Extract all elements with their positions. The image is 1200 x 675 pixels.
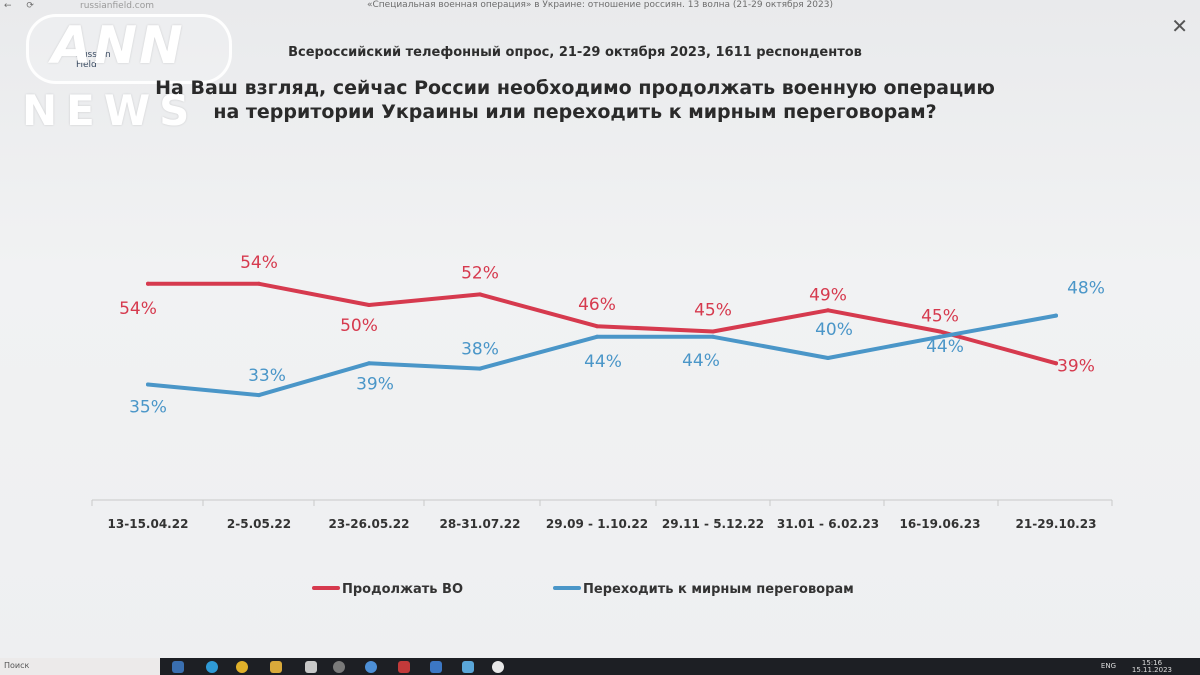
data-label: 44% — [926, 337, 964, 357]
data-point — [826, 308, 830, 313]
data-point — [595, 324, 599, 329]
settings-icon[interactable] — [333, 661, 345, 673]
app-icon[interactable] — [305, 661, 317, 673]
data-point — [146, 281, 150, 286]
data-label: 44% — [682, 351, 720, 371]
yandex-browser-icon[interactable] — [492, 661, 504, 673]
data-label: 40% — [815, 320, 853, 340]
ann-news-watermark: Russian Field ANN NEWS — [18, 14, 232, 135]
data-point — [1054, 361, 1058, 366]
data-label: 52% — [461, 263, 499, 283]
system-clock[interactable]: 15:16 15.11.2023 — [1132, 660, 1172, 674]
x-tick-label: 2-5.05.22 — [227, 517, 291, 531]
ann-logo-text: ANN — [51, 16, 185, 76]
data-point — [595, 334, 599, 339]
video-app-icon[interactable] — [398, 661, 410, 673]
data-point — [257, 393, 261, 398]
data-point — [1054, 313, 1058, 318]
clock-time: 15:16 — [1141, 659, 1163, 667]
data-label: 49% — [809, 285, 847, 305]
browser-toolbar: ← ⟳ russianfield.com «Специальная военна… — [0, 0, 1200, 14]
x-tick-label: 16-19.06.23 — [900, 517, 981, 531]
survey-subtitle: Всероссийский телефонный опрос, 21-29 ок… — [288, 45, 862, 60]
x-tick-label: 28-31.07.22 — [440, 517, 521, 531]
explorer-folder-icon[interactable] — [270, 661, 282, 673]
taskbar: Поиск ENG 15:16 15.11.2023 — [0, 658, 1200, 675]
app-blue-icon[interactable] — [365, 661, 377, 673]
data-point — [478, 366, 482, 371]
question-line-1: На Ваш взгляд, сейчас России необходимо … — [155, 77, 995, 99]
data-label: 44% — [584, 352, 622, 372]
data-label: 38% — [461, 340, 499, 360]
data-point — [257, 281, 261, 286]
close-icon[interactable]: ✕ — [1171, 14, 1188, 38]
document-title: «Специальная военная операция» в Украине… — [367, 0, 833, 10]
x-tick-label: 21-29.10.23 — [1016, 517, 1097, 531]
x-tick-label: 29.09 - 1.10.22 — [546, 517, 648, 531]
data-point — [826, 356, 830, 360]
taskbar-search[interactable]: Поиск — [0, 658, 160, 675]
keyboard-language[interactable]: ENG — [1100, 662, 1116, 670]
data-label: 45% — [694, 301, 732, 321]
office-app-icon[interactable] — [430, 661, 442, 673]
legend-label: Продолжать ВО — [342, 582, 463, 597]
legend-label: Переходить к мирным переговорам — [583, 582, 854, 597]
russian-field-logo-text: Russian Field — [76, 50, 111, 70]
data-label: 48% — [1067, 279, 1105, 299]
data-label: 33% — [248, 366, 286, 386]
russian-field-logo: Russian Field — [76, 50, 111, 70]
data-label: 45% — [921, 307, 959, 327]
address-bar[interactable]: russianfield.com — [80, 1, 155, 11]
x-tick-label: 23-26.05.22 — [329, 517, 410, 531]
windows-start-icon[interactable] — [172, 661, 184, 673]
question-line-2: на территории Украины или переходить к м… — [213, 101, 937, 123]
data-point — [478, 292, 482, 297]
data-label: 39% — [1057, 356, 1095, 376]
data-point — [711, 334, 715, 339]
news-logo-text: NEWS — [22, 86, 199, 135]
taskbar-search-label: Поиск — [4, 661, 30, 670]
data-point — [146, 382, 150, 387]
x-tick-label: 13-15.04.22 — [108, 517, 189, 531]
clock-date: 15.11.2023 — [1131, 666, 1172, 674]
x-tick-label: 31.01 - 6.02.23 — [777, 517, 879, 531]
data-point — [711, 329, 715, 334]
data-label: 46% — [578, 295, 616, 315]
data-label: 39% — [356, 374, 394, 394]
photos-app-icon[interactable] — [462, 661, 474, 673]
x-tick-label: 29.11 - 5.12.22 — [662, 517, 764, 531]
survey-question: На Ваш взгляд, сейчас России необходимо … — [0, 76, 1150, 124]
ann-logo-frame — [26, 14, 232, 84]
data-label: 35% — [129, 398, 167, 418]
browser-nav-icons[interactable]: ← ⟳ — [4, 1, 40, 11]
data-label: 50% — [340, 316, 378, 336]
data-point — [938, 329, 942, 334]
data-point — [367, 361, 371, 366]
data-point — [938, 334, 942, 339]
data-label: 54% — [119, 299, 157, 319]
edge-browser-icon[interactable] — [206, 661, 218, 673]
data-label: 54% — [240, 253, 278, 273]
chrome-browser-icon[interactable] — [236, 661, 248, 673]
data-point — [367, 303, 371, 307]
